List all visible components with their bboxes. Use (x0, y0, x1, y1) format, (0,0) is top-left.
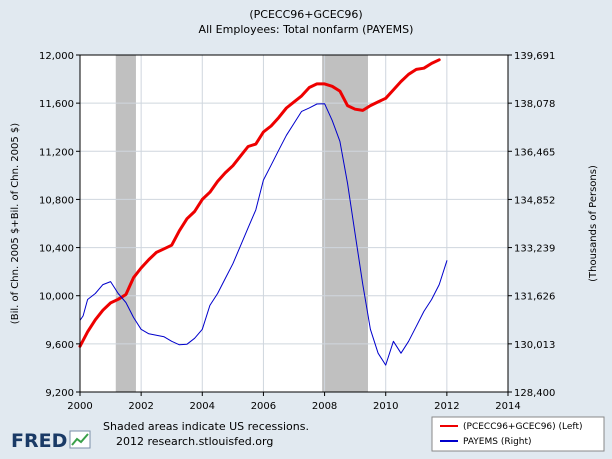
x-tick-label-3: 2006 (251, 401, 276, 412)
x-tick-label-5: 2010 (373, 401, 398, 412)
source-note: 2012 research.stlouisfed.org (116, 435, 273, 448)
legend: (PCECC96+GCEC96) (Left) PAYEMS (Right) (431, 416, 605, 452)
y-tick-label-right-7: 139,691 (514, 51, 555, 62)
plot-border (79, 54, 509, 393)
y-tick-label-left-5: 11,200 (39, 147, 74, 158)
legend-entry-series-0: (PCECC96+GCEC96) (Left) (463, 422, 582, 432)
fred-logo-text: FRED (11, 430, 67, 452)
x-tick-label-1: 2002 (128, 401, 153, 412)
x-tick-label-0: 2000 (67, 401, 92, 412)
axis-ticks: 2000 2002 2004 2006 2008 2010 2012 2014 9,200 9,6… (39, 51, 555, 412)
y-tick-label-left-3: 10,400 (39, 244, 74, 255)
plot-area (80, 55, 508, 392)
y-axis-label-left: (Bil. of Chn. 2005 $+Bil. of Chn. 2005 $… (10, 123, 21, 324)
fred-logo[interactable]: FRED (11, 430, 91, 452)
x-tick-label-6: 2012 (434, 401, 459, 412)
y-tick-label-left-4: 10,800 (39, 195, 74, 206)
y-tick-label-right-1: 130,013 (514, 340, 555, 351)
y-tick-label-left-0: 9,200 (45, 388, 74, 399)
recession-band-1 (322, 55, 368, 392)
legend-entry-series-1: PAYEMS (Right) (463, 437, 532, 447)
legend-box (431, 416, 605, 452)
y-tick-label-right-5: 136,465 (514, 147, 555, 158)
recession-note: Shaded areas indicate US recessions. (103, 420, 309, 433)
series-line-0 (78, 58, 441, 348)
chart-title: (PCECC96+GCEC96) (249, 8, 362, 21)
y-tick-label-left-7: 12,000 (39, 51, 74, 62)
y-tick-label-left-2: 10,000 (39, 292, 74, 303)
series-lines (78, 58, 448, 366)
y-tick-label-right-4: 134,852 (514, 195, 555, 206)
y-tick-label-left-1: 9,600 (45, 340, 74, 351)
y-tick-label-right-2: 131,626 (514, 292, 555, 303)
x-tick-label-7: 2014 (495, 401, 520, 412)
y-tick-label-right-6: 138,078 (514, 99, 555, 110)
y-axis-label-right: (Thousands of Persons) (588, 165, 599, 282)
y-tick-label-left-6: 11,600 (39, 99, 74, 110)
y-tick-label-right-3: 133,239 (514, 244, 555, 255)
recession-band-0 (115, 55, 136, 392)
fred-logo-graph-icon (69, 430, 91, 449)
x-tick-label-2: 2004 (190, 401, 215, 412)
x-tick-label-4: 2008 (312, 401, 337, 412)
series-line-1 (79, 103, 448, 366)
chart-subtitle: All Employees: Total nonfarm (PAYEMS) (199, 23, 414, 36)
y-tick-label-right-0: 128,400 (514, 388, 555, 399)
